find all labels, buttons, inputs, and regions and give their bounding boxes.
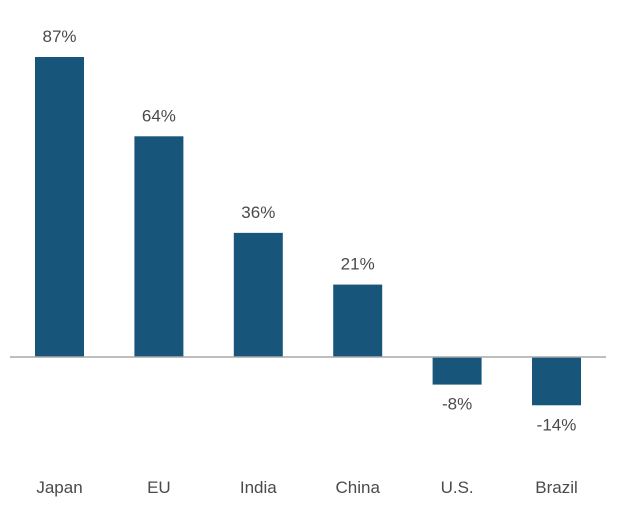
value-labels-group: 87% 64% 36% 21% -8% -14% xyxy=(42,27,576,434)
category-label-china: China xyxy=(335,478,380,497)
bar-japan xyxy=(35,57,84,357)
bar-eu xyxy=(134,136,184,357)
bar-u-s xyxy=(432,357,482,385)
category-label-india: India xyxy=(240,478,277,497)
category-label-brazil: Brazil xyxy=(535,478,578,497)
category-label-u-s: U.S. xyxy=(441,478,474,497)
value-label-china: 21% xyxy=(341,255,375,274)
value-label-u-s: -8% xyxy=(442,395,472,414)
value-label-eu: 64% xyxy=(142,106,176,125)
bar-china xyxy=(333,284,383,357)
category-label-eu: EU xyxy=(147,478,171,497)
value-label-japan: 87% xyxy=(42,27,76,46)
bars-group xyxy=(35,57,581,406)
category-label-japan: Japan xyxy=(36,478,82,497)
category-labels-group: Japan EU India China U.S. Brazil xyxy=(36,478,577,497)
value-label-brazil: -14% xyxy=(537,415,577,434)
bar-brazil xyxy=(532,357,581,406)
value-label-india: 36% xyxy=(241,203,275,222)
bar-india xyxy=(233,232,283,357)
